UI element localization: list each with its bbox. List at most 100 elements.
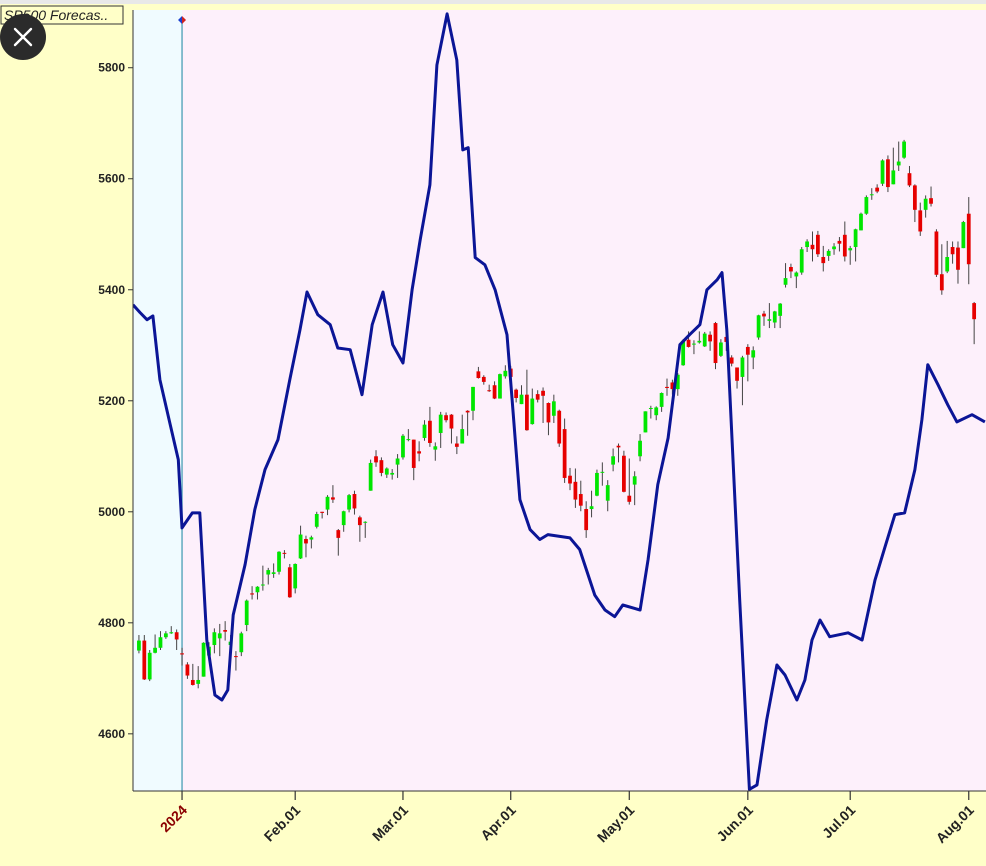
- candle-body: [929, 198, 933, 204]
- candle-body: [481, 376, 486, 382]
- candle-body: [298, 534, 303, 559]
- candle-body: [654, 407, 659, 416]
- candle-body: [665, 386, 669, 389]
- candle-body: [530, 398, 535, 425]
- candle-body: [503, 370, 508, 377]
- candle-body: [255, 586, 260, 593]
- candle-body: [729, 357, 734, 364]
- candle-body: [201, 642, 206, 677]
- candle-body: [454, 443, 459, 447]
- close-button[interactable]: [0, 14, 46, 60]
- candle-body: [519, 394, 524, 405]
- candle-body: [180, 653, 184, 655]
- candle-body: [514, 389, 519, 399]
- candle-body: [282, 552, 287, 554]
- candle-body: [627, 495, 632, 502]
- candle-body: [810, 244, 815, 250]
- candle-body: [622, 455, 626, 492]
- candle-body: [169, 632, 174, 634]
- candle-body: [185, 664, 190, 676]
- candle-body: [287, 567, 292, 598]
- candle-body: [363, 521, 368, 523]
- candle-body: [956, 247, 960, 270]
- candle-body: [767, 319, 772, 321]
- candle-body: [551, 401, 556, 416]
- date-marker: [182, 16, 187, 24]
- y-tick-label: 5600: [98, 172, 125, 186]
- candle-body: [433, 446, 438, 450]
- candle-body: [428, 420, 432, 443]
- candle-body: [196, 679, 201, 684]
- candle-body: [799, 249, 804, 273]
- data-layer: [133, 12, 986, 791]
- candle-body: [347, 495, 351, 510]
- candle-body: [643, 411, 648, 433]
- candle-body: [670, 382, 675, 390]
- candle-body: [821, 257, 826, 264]
- candle-body: [476, 371, 481, 379]
- y-tick-label: 4600: [98, 727, 125, 741]
- candle-body: [697, 340, 702, 343]
- candle-body: [384, 468, 389, 475]
- candle-body: [546, 402, 551, 423]
- candle-body: [525, 394, 529, 431]
- candle-body: [260, 584, 265, 586]
- candle-body: [174, 632, 179, 640]
- close-icon[interactable]: [13, 27, 33, 47]
- candle-body: [465, 410, 470, 413]
- candle-body: [331, 497, 335, 500]
- candle-body: [891, 170, 896, 185]
- candle-body: [837, 240, 842, 244]
- candle-body: [945, 257, 950, 272]
- candle-body: [789, 267, 793, 272]
- candle-body: [535, 394, 540, 400]
- candle-body: [250, 593, 254, 595]
- candle-body: [309, 537, 314, 540]
- candle-body: [325, 496, 330, 510]
- candle-body: [314, 514, 319, 527]
- candle-body: [357, 517, 362, 526]
- candle-body: [217, 633, 222, 639]
- y-tick-label: 5200: [98, 394, 125, 408]
- y-tick-label: 5800: [98, 61, 125, 75]
- candle-body: [772, 311, 777, 323]
- candle-body: [681, 340, 686, 366]
- y-tick-label: 5400: [98, 283, 125, 297]
- candle-body: [223, 630, 228, 632]
- candle-body: [444, 415, 448, 421]
- candle-body: [616, 445, 621, 448]
- plot-background-layer: [133, 10, 183, 791]
- candle-body: [886, 159, 890, 188]
- candle-body: [557, 410, 562, 444]
- candle-body: [271, 572, 276, 574]
- candle-body: [239, 633, 244, 653]
- candle-body: [406, 439, 411, 441]
- candle-body: [815, 234, 820, 255]
- candle-body: [573, 481, 578, 500]
- candle-body: [880, 160, 885, 184]
- candle-body: [648, 407, 653, 409]
- candle-body: [163, 633, 168, 638]
- candle-body: [589, 506, 594, 510]
- candle-body: [794, 272, 799, 277]
- candle-body: [756, 315, 761, 338]
- candle-body: [972, 303, 977, 320]
- candle-body: [912, 185, 917, 210]
- candle-body: [848, 248, 853, 251]
- candle-body: [584, 509, 589, 531]
- candle-body: [869, 194, 874, 196]
- candle-body: [778, 303, 783, 316]
- candle-body: [907, 173, 912, 186]
- candle-body: [950, 247, 955, 255]
- history-region: [133, 10, 183, 791]
- candle-body: [277, 551, 281, 572]
- candle-body: [541, 390, 545, 396]
- candle-body: [147, 652, 152, 680]
- candle-body: [611, 456, 616, 465]
- candle-body: [578, 494, 583, 506]
- y-tick-label: 5000: [98, 505, 125, 519]
- candle-body: [735, 367, 739, 381]
- candle-body: [832, 246, 836, 250]
- candle-body: [762, 313, 766, 317]
